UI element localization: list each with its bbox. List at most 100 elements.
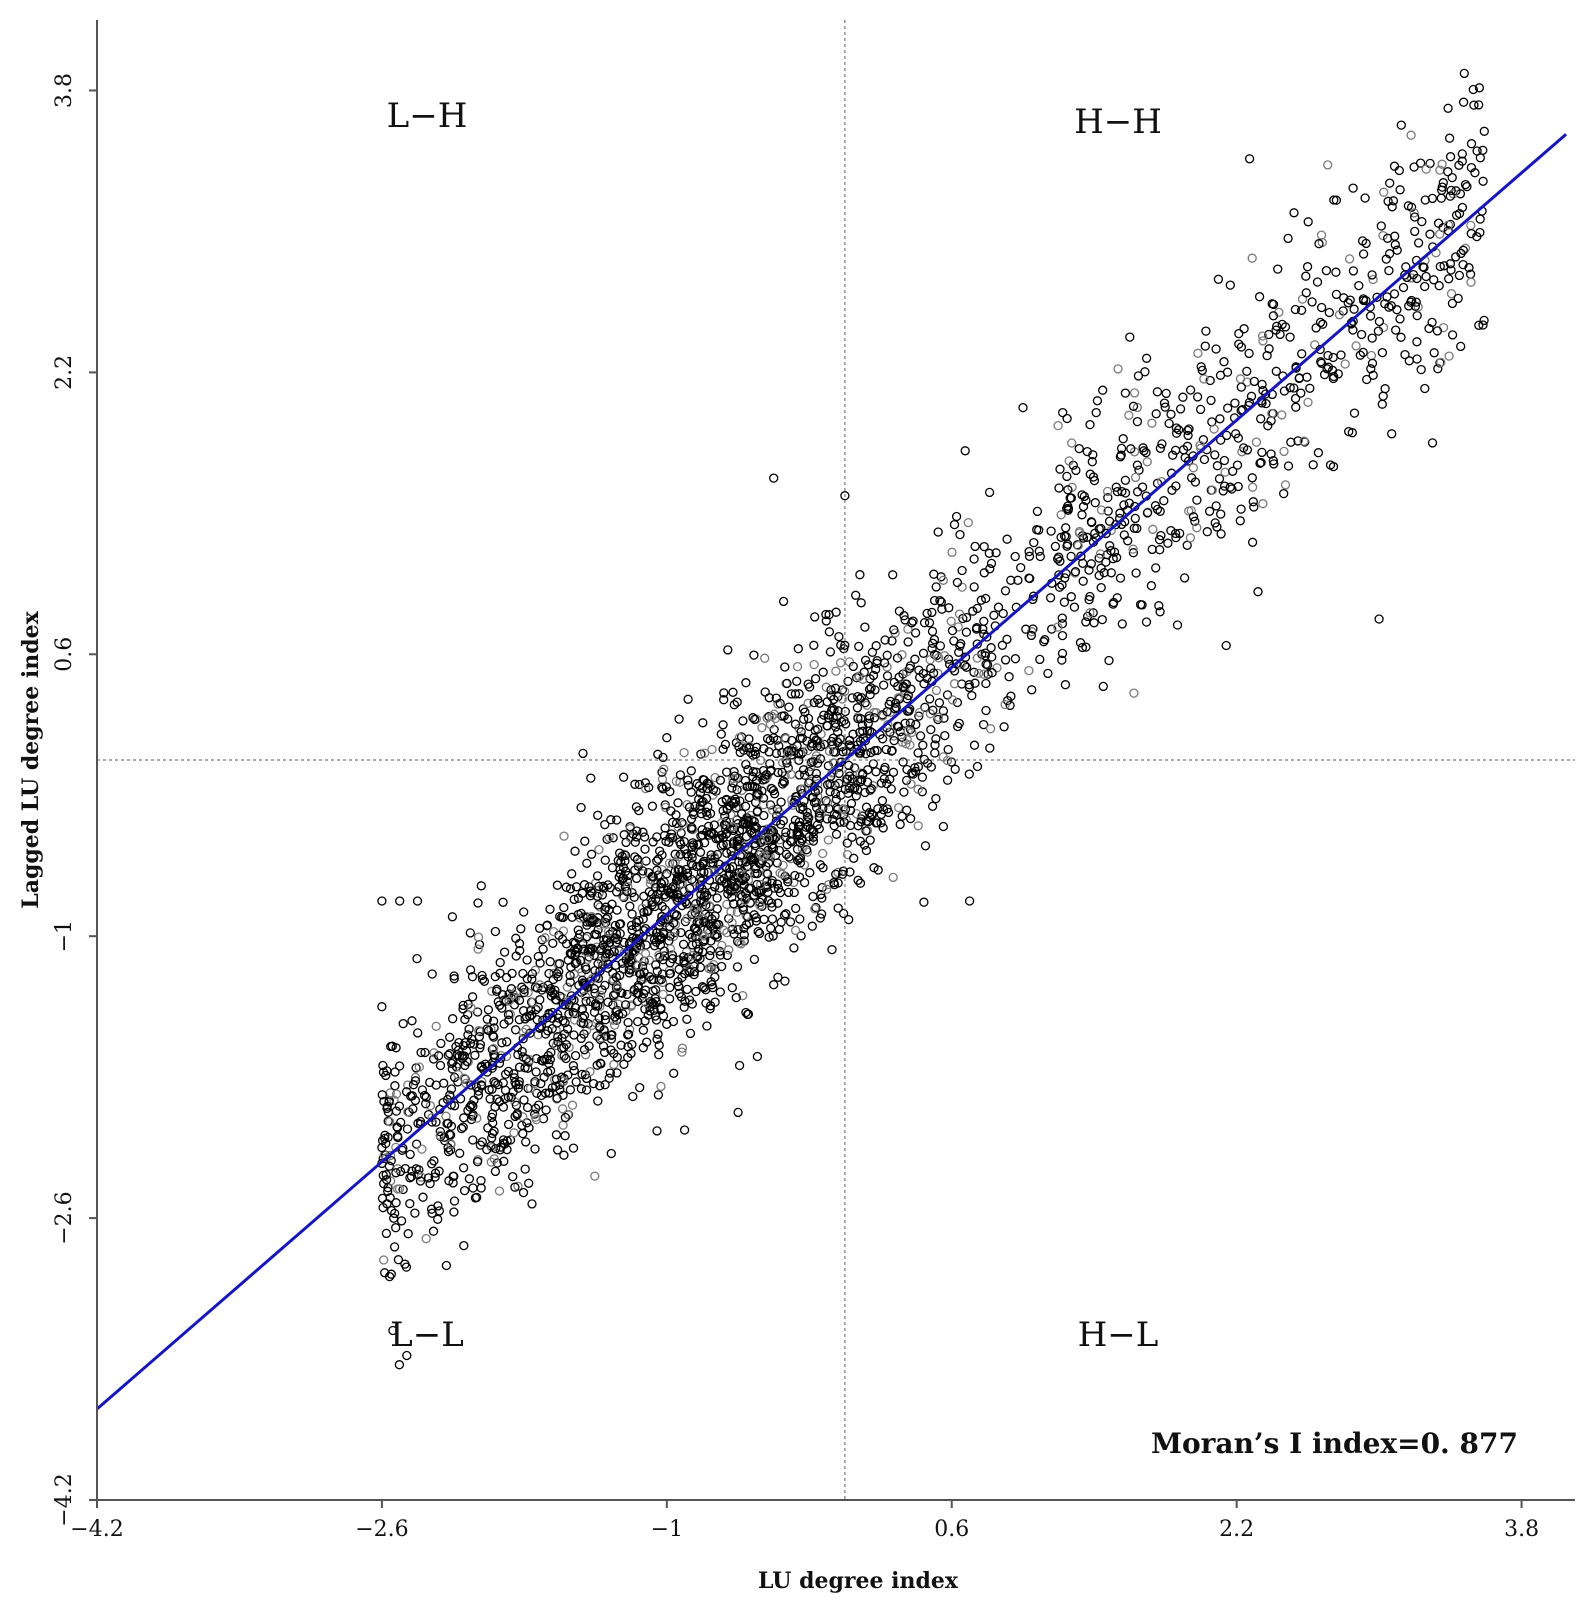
scatter-point [501, 996, 511, 1006]
scatter-point [496, 1053, 506, 1063]
scatter-point [1130, 472, 1141, 483]
scatter-point [1052, 554, 1063, 564]
scatter-point [1462, 181, 1472, 192]
scatter-point [803, 679, 813, 689]
scatter-point [1053, 420, 1063, 431]
scatter-point [1002, 534, 1012, 544]
scatter-point [1421, 271, 1431, 282]
scatter-point [830, 683, 841, 693]
scatter-point [508, 1171, 518, 1182]
scatter-point [780, 662, 790, 672]
scatter-point [792, 676, 802, 686]
scatter-point [685, 1028, 696, 1039]
scatter-point [1268, 456, 1278, 466]
scatter-point [709, 820, 719, 830]
scatter-point [861, 816, 872, 826]
scatter-point [938, 821, 949, 832]
scatter-point [581, 1085, 592, 1095]
scatter-point [781, 909, 791, 919]
scatter-point [525, 1055, 535, 1065]
scatter-point [767, 783, 777, 794]
scatter-point [774, 924, 785, 935]
scatter-point [798, 747, 808, 757]
scatter-point [669, 909, 680, 919]
scatter-point [942, 775, 953, 785]
scatter-point [795, 733, 805, 743]
scatter-point [1361, 238, 1371, 249]
scatter-point [1385, 178, 1395, 188]
scatter-point [446, 1139, 456, 1149]
scatter-point [825, 647, 836, 657]
scatter-point [871, 641, 881, 651]
scatter-point [553, 1013, 564, 1023]
scatter-point [1178, 392, 1188, 402]
scatter-point [926, 663, 936, 674]
scatter-point [647, 871, 657, 882]
scatter-point [487, 1142, 497, 1153]
scatter-point [678, 819, 688, 830]
scatter-point [603, 927, 614, 937]
scatter-point [722, 899, 732, 910]
scatter-point [1362, 374, 1372, 385]
scatter-point [377, 1135, 388, 1146]
scatter-point [667, 817, 678, 828]
scatter-point [860, 655, 871, 665]
scatter-point [458, 1122, 468, 1132]
scatter-point [831, 666, 841, 676]
scatter-point [510, 1182, 520, 1192]
scatter-point [1004, 672, 1014, 682]
scatter-point [740, 895, 750, 906]
scatter-point [695, 847, 706, 857]
scatter-point [586, 886, 596, 896]
scatter-point [719, 688, 729, 698]
scatter-point [608, 833, 618, 843]
scatter-point [911, 719, 921, 730]
scatter-point [869, 713, 880, 723]
scatter-point [535, 980, 545, 990]
scatter-point [1054, 570, 1064, 580]
scatter-point [1392, 245, 1402, 255]
scatter-point [699, 748, 710, 758]
scatter-point [826, 736, 837, 747]
scatter-point [1429, 275, 1439, 285]
scatter-point [812, 820, 823, 830]
scatter-point [899, 611, 909, 621]
scatter-point [892, 721, 903, 731]
scatter-point [829, 747, 839, 757]
scatter-point [446, 1121, 457, 1131]
scatter-point [554, 959, 565, 969]
scatter-point [851, 791, 861, 801]
scatter-point [927, 607, 937, 618]
scatter-point [1373, 326, 1384, 336]
scatter-point [701, 998, 711, 1008]
scatter-point [1444, 351, 1454, 361]
scatter-point [381, 1170, 391, 1180]
scatter-point [840, 784, 850, 794]
scatter-point [783, 714, 793, 724]
scatter-point [633, 861, 643, 871]
scatter-point [565, 884, 576, 894]
scatter-point [803, 698, 813, 708]
scatter-point [728, 822, 738, 832]
scatter-point [740, 872, 751, 883]
scatter-point [701, 918, 711, 928]
scatter-point [542, 1013, 552, 1023]
scatter-point [854, 641, 864, 652]
scatter-point [1367, 270, 1377, 280]
scatter-point [739, 936, 749, 946]
scatter-point [689, 903, 699, 914]
scatter-point [1444, 274, 1454, 284]
scatter-point [449, 1196, 460, 1206]
scatter-point [547, 1024, 557, 1034]
scatter-point [1054, 483, 1064, 493]
scatter-point [1167, 485, 1177, 495]
scatter-point [1086, 517, 1097, 527]
scatter-point [608, 990, 619, 1000]
scatter-point [1392, 305, 1402, 315]
scatter-point [924, 618, 935, 628]
scatter-point [677, 1043, 688, 1053]
scatter-point [534, 923, 545, 933]
scatter-point [863, 660, 873, 670]
scatter-point [695, 962, 706, 973]
scatter-point [1234, 339, 1244, 349]
